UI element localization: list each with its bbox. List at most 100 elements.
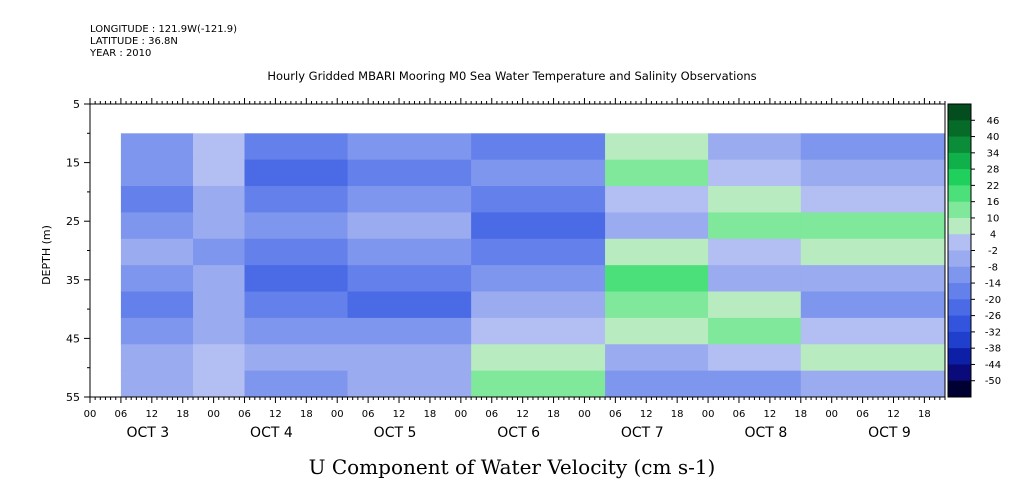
colorbar-label: 16	[987, 197, 1000, 208]
heatmap-cell	[471, 159, 606, 187]
x-hour-label: 12	[516, 409, 529, 420]
x-day-label: OCT 7	[621, 425, 664, 441]
heatmap-cell	[708, 265, 802, 293]
heatmap-cell	[120, 159, 194, 187]
x-hour-label: 00	[825, 409, 838, 420]
x-hour-label: 18	[671, 409, 684, 420]
heatmap-cell	[120, 344, 194, 372]
heatmap-cell	[471, 317, 606, 345]
colorbar-segment	[948, 283, 971, 300]
x-hour-label: 00	[331, 409, 344, 420]
y-axis-label: DEPTH (m)	[40, 225, 53, 285]
colorbar-label: 4	[990, 230, 996, 241]
y-tick-label: 15	[66, 157, 80, 170]
colorbar-label: 40	[987, 132, 1000, 143]
heatmap-cell	[708, 159, 802, 187]
colorbar-segment	[948, 250, 971, 268]
heatmap-cell	[347, 238, 472, 266]
colorbar-segment	[948, 104, 971, 121]
heatmap-cell	[193, 370, 246, 398]
heatmap-cell	[244, 317, 349, 345]
colorbar-label: 34	[987, 148, 1000, 159]
heatmap-cell	[708, 370, 802, 398]
colorbar-segment	[948, 234, 971, 251]
y-tick-label: 45	[66, 332, 80, 345]
heatmap-cell	[120, 133, 194, 161]
colorbar-segment	[948, 348, 971, 365]
x-hour-label: 06	[238, 409, 251, 420]
heatmap-cell	[347, 265, 472, 293]
heatmap-cell	[605, 370, 709, 398]
heatmap-cell	[193, 133, 246, 161]
x-axis: 00 06 12 18 00 06 12 18 00 06 12 18 00 06 12 18 00 06 12 18…	[84, 98, 946, 441]
heatmap-cell	[120, 317, 194, 345]
x-day-label: OCT 9	[868, 425, 911, 441]
x-hour-label: 18	[918, 409, 931, 420]
heatmap-cell	[471, 186, 606, 213]
heatmap-cell	[244, 265, 349, 293]
x-hour-label: 12	[764, 409, 777, 420]
colorbar: 46 40 34 28 22 16 10 4 -2 -8 -14 -20 -26 -32 -38 -44 -50	[947, 103, 1001, 398]
y-tick-label: 25	[66, 215, 80, 228]
heatmap-cell	[471, 238, 606, 266]
colorbar-segment	[948, 217, 971, 235]
colorbar-label: -50	[985, 376, 1001, 387]
heatmap-cell	[800, 159, 946, 187]
heatmap-cell	[605, 238, 709, 266]
heatmap-cell	[471, 291, 606, 319]
y-tick-label: 35	[66, 274, 80, 287]
x-hour-label: 12	[393, 409, 406, 420]
heatmap-cell	[347, 186, 472, 213]
x-hour-label: 00	[84, 409, 97, 420]
heatmap-cell	[800, 344, 946, 372]
colorbar-segment	[948, 266, 971, 284]
heatmap-cell	[471, 370, 606, 398]
x-hour-label: 18	[300, 409, 313, 420]
colorbar-label: -20	[985, 295, 1001, 306]
heatmap-cell	[193, 159, 246, 187]
heatmap-cell	[471, 265, 606, 293]
x-hour-label: 18	[176, 409, 189, 420]
colorbar-label: -32	[985, 327, 1001, 338]
colorbar-label: -8	[988, 262, 998, 273]
colorbar-segment	[948, 152, 971, 170]
heatmap-cell	[800, 265, 946, 293]
heatmap-cell	[120, 291, 194, 319]
x-day-label: OCT 6	[497, 425, 540, 441]
colorbar-label: 28	[987, 165, 1000, 176]
heatmap-cell	[605, 344, 709, 372]
heatmap-cell	[800, 317, 946, 345]
x-day-label: OCT 8	[745, 425, 788, 441]
heatmap-cell	[708, 344, 802, 372]
colorbar-segment	[948, 299, 971, 317]
longitude-label: LONGITUDE : 121.9W(-121.9)	[90, 24, 237, 35]
heatmap-cell	[244, 159, 349, 187]
colorbar-segment	[948, 201, 971, 219]
latitude-label: LATITUDE : 36.8N	[90, 36, 178, 47]
heatmap-cell	[244, 186, 349, 213]
heatmap-cell	[708, 291, 802, 319]
heatmap-cell	[347, 344, 472, 372]
heatmap-cell	[120, 265, 194, 293]
x-hour-label: 06	[609, 409, 622, 420]
heatmap-cell	[347, 370, 472, 398]
colorbar-segment	[948, 120, 971, 137]
heatmap-cell	[347, 291, 472, 319]
colorbar-segment	[948, 331, 971, 349]
heatmap-cell	[800, 212, 946, 240]
colorbar-label: -44	[985, 360, 1001, 371]
heatmap-cell	[800, 370, 946, 398]
heatmap-cell	[347, 317, 472, 345]
heatmap-cell	[605, 317, 709, 345]
colorbar-label: 46	[987, 116, 1000, 127]
heatmap-cell	[708, 133, 802, 161]
x-hour-label: 00	[702, 409, 715, 420]
heatmap-cell	[120, 238, 194, 266]
chart-title: Hourly Gridded MBARI Mooring M0 Sea Wate…	[267, 69, 756, 83]
x-hour-label: 06	[485, 409, 498, 420]
heatmap-cell	[471, 344, 606, 372]
colorbar-segment	[948, 136, 971, 154]
heatmap-cell	[708, 212, 802, 240]
heatmap-cell	[708, 186, 802, 213]
